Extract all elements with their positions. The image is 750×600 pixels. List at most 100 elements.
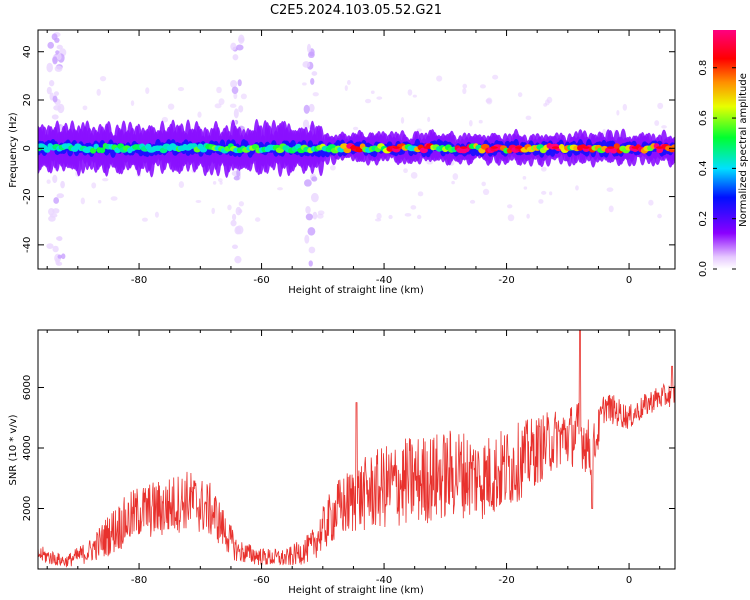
spectrogram-speckle	[657, 213, 662, 219]
spectrogram-speckle	[410, 205, 417, 210]
spectrogram-streak	[311, 71, 318, 76]
spectrogram-streak	[51, 114, 59, 120]
spectrogram-speckle	[478, 119, 483, 124]
spectrogram-speckle	[197, 111, 202, 118]
spectrogram-speckle	[364, 98, 372, 104]
spectrogram-streak	[46, 243, 54, 250]
snr-series-line	[38, 330, 675, 568]
spectrogram-speckle	[178, 181, 185, 189]
spectrogram-band-core	[43, 147, 51, 153]
snr-ytick-label: 2000	[22, 496, 33, 521]
spectrogram-streak	[56, 193, 65, 199]
spectrogram-speckle	[462, 83, 468, 89]
spectrogram-streak	[234, 226, 241, 235]
spectrogram-speckle	[219, 181, 223, 185]
spectrogram-speckle	[110, 196, 118, 201]
spectrogram-speckle	[452, 173, 459, 181]
spectrogram-streak	[308, 103, 315, 113]
spectrogram-speckle	[462, 87, 467, 95]
spectrogram-streak	[302, 61, 311, 68]
spectrogram-streak	[231, 213, 237, 221]
spectrogram-band-core	[610, 147, 618, 154]
spectrogram-streak	[53, 197, 60, 204]
spectrogram-speckle	[195, 199, 202, 203]
spectrogram-speckle	[352, 126, 359, 131]
spectrogram-speckle	[46, 179, 51, 184]
spectrogram-speckle	[616, 109, 620, 116]
spectrogram-xtick-label: -60	[253, 275, 269, 286]
spectrogram-streak	[49, 213, 58, 218]
spectrogram-xtick-label: -20	[498, 275, 514, 286]
spectrogram-speckle	[538, 199, 544, 204]
spectrogram-speckle	[344, 85, 348, 91]
spectrogram-streak	[52, 56, 58, 65]
spectrogram-speckle	[541, 190, 547, 195]
spectrogram-band-core	[89, 147, 97, 154]
spectrogram-speckle	[346, 79, 351, 86]
spectrogram-streak	[232, 54, 239, 61]
spectrogram-streak	[52, 95, 58, 103]
spectrogram-peak	[607, 146, 615, 149]
spectrogram-streak	[52, 245, 59, 253]
spectrogram-speckle	[216, 86, 222, 94]
snr-ytick-label: 6000	[22, 375, 33, 400]
spectrogram-streak	[54, 65, 63, 72]
spectrogram-ticks: -80 -60 -40 -20 0 -40 -20 0 20 40	[22, 30, 675, 286]
spectrogram-band-core	[99, 147, 106, 154]
spectrogram-speckle	[145, 87, 150, 95]
spectrogram-speckle	[436, 75, 443, 82]
snr-panel: -80 -60 -40 -20 0 2000 4000 6000 Height of stra…	[8, 329, 676, 596]
spectrogram-speckle	[522, 176, 527, 180]
spectrogram-speckle	[167, 103, 175, 110]
spectrogram-streak	[231, 244, 239, 250]
spectrogram-streak	[230, 42, 237, 51]
spectrogram-streak	[56, 53, 62, 61]
spectrogram-speckle	[492, 74, 499, 80]
colorbar: 0.0 0.2 0.4 0.6 0.8 Normalized spectral ampl…	[698, 30, 749, 277]
spectrogram-speckle	[376, 212, 382, 220]
spectrogram-speckle	[608, 205, 614, 213]
spectrogram-peak	[631, 146, 639, 149]
spectrogram-speckle	[277, 187, 283, 191]
snr-xtick-label: 0	[626, 575, 632, 586]
spectrogram-streak	[304, 234, 310, 244]
spectrogram-peak	[349, 146, 357, 149]
colorbar-ticks: 0.0 0.2 0.4 0.6 0.8	[698, 60, 736, 277]
spectrogram-speckle	[330, 165, 336, 171]
spectrogram-panel: -80 -60 -40 -20 0 -40 -20 0 20 40 Height of strai…	[8, 29, 676, 296]
spectrogram-speckle	[416, 214, 422, 220]
spectrogram-xtick-label: -80	[131, 275, 147, 286]
spectrogram-xtick-label: 0	[626, 275, 632, 286]
spectrogram-speckle	[549, 191, 553, 196]
snr-xtick-label: -40	[376, 575, 392, 586]
colorbar-tick-label: 0.0	[698, 261, 709, 277]
snr-ticks: -80 -60 -40 -20 0 2000 4000 6000	[22, 330, 675, 586]
spectrogram-speckle	[99, 75, 107, 82]
colorbar-tick-label: 0.6	[698, 110, 709, 126]
spectrogram-speckle	[602, 128, 607, 136]
spectrogram-streak	[233, 108, 239, 119]
spectrogram-streak	[56, 261, 63, 266]
spectrogram-speckle	[254, 217, 261, 222]
spectrogram-speckle	[468, 119, 473, 127]
spectrogram-streak	[306, 43, 312, 53]
spectrogram-ytick-label: 20	[22, 94, 33, 107]
spectrogram-streak	[310, 192, 319, 203]
spectrogram-band-core	[419, 147, 428, 154]
spectrogram-speckle	[227, 204, 232, 211]
spectrogram-speckle	[479, 84, 486, 89]
snr-ytick-label: 4000	[22, 435, 33, 460]
spectrogram-speckle	[229, 103, 237, 108]
snr-xtick-label: -60	[253, 575, 269, 586]
spectrogram-speckle	[376, 96, 383, 100]
spectrogram-speckle	[233, 92, 238, 100]
spectrogram-speckle	[657, 102, 664, 110]
spectrogram-speckle	[130, 100, 135, 106]
spectrogram-streak	[308, 260, 313, 267]
spectrogram-streak	[60, 180, 65, 189]
spectrogram-streak	[53, 91, 60, 96]
spectrogram-streak	[307, 51, 315, 59]
snr-xlabel: Height of straight line (km)	[288, 585, 424, 596]
spectrogram-speckle	[211, 207, 215, 215]
spectrogram-streak	[230, 219, 237, 227]
